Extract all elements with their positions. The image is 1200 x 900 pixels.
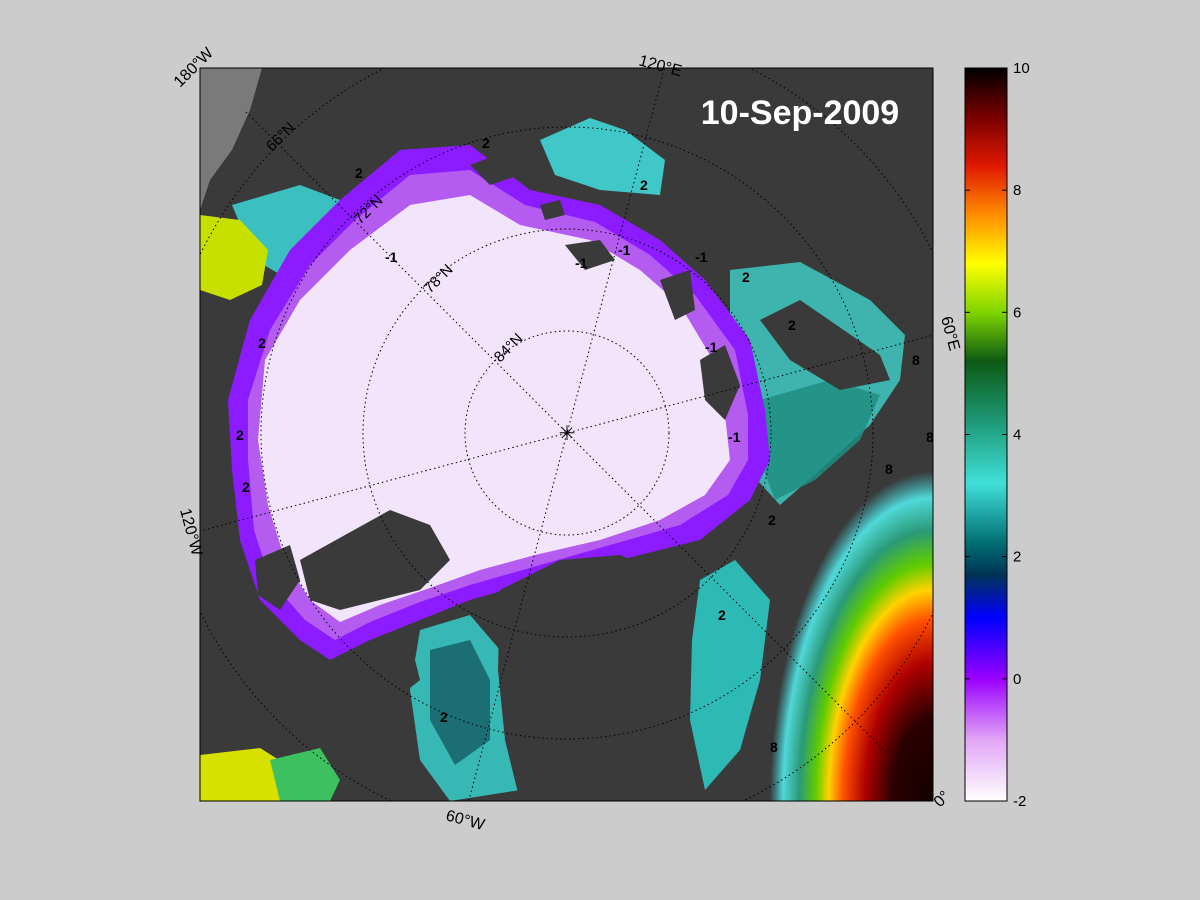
lon-label-0: 0°: [931, 788, 954, 811]
central-ice-region: [258, 195, 730, 622]
parallel-72n: [260, 126, 874, 740]
siberian-shelf-water: [540, 118, 665, 195]
greenland-landmass: [498, 555, 690, 801]
graticule: [200, 68, 933, 801]
map-frame: [199, 67, 934, 802]
contour-label: -1: [695, 249, 708, 265]
contour-label: 2: [236, 427, 244, 443]
parallel-78n: [362, 228, 772, 638]
contour-label: 2: [242, 479, 250, 495]
svalbard-islands: [660, 270, 740, 420]
meridian-180-0: [245, 111, 889, 755]
colorbar-tick-label: -2: [1013, 793, 1026, 810]
colorbar-tick-label: 10: [1013, 60, 1030, 77]
contour-label: 2: [640, 177, 648, 193]
map-panel: [200, 68, 933, 801]
greenland-sea-water: [690, 560, 770, 790]
contour-label: 2: [718, 607, 726, 623]
hudson-green: [270, 748, 340, 801]
no-data-region: [200, 68, 262, 210]
pole-marker: ✳: [559, 423, 576, 445]
contour-label: 2: [440, 709, 448, 725]
contour-label: 8: [885, 461, 893, 477]
colorbar-tick-label: 2: [1013, 549, 1021, 566]
contour-label: -1: [618, 242, 631, 258]
contour-label: -1: [705, 339, 718, 355]
colorbar-tick-label: 0: [1013, 671, 1021, 688]
contour-label: 8: [912, 352, 920, 368]
lon-label-60w: 60°W: [444, 807, 487, 834]
canadian-archipelago: [300, 510, 450, 610]
contour-label: -1: [385, 249, 398, 265]
colorbar-tick-label: 8: [1013, 182, 1021, 199]
contour-labels: -1 -1 -1 -1 -1 -1 2 2 2 2 2 2 2 2 2 2 2 8 8 8 8: [236, 135, 934, 755]
archipelago-islands: [220, 545, 420, 700]
contour-label: 2: [742, 269, 750, 285]
contour-label: 8: [926, 429, 934, 445]
barents-teal-band: [760, 380, 880, 500]
colorbar-ticks: 10 8 6 4 2 0 -2: [965, 60, 1030, 810]
colorbar-tick-label: 6: [1013, 304, 1021, 321]
contour-label: -1: [728, 429, 741, 445]
baffin-inner: [430, 640, 490, 765]
contour-label: 2: [482, 135, 490, 151]
contour-label: 2: [788, 317, 796, 333]
contour-label: 2: [768, 512, 776, 528]
contour-label: -1: [575, 255, 588, 271]
lon-label-60e: 60°E: [937, 315, 962, 353]
colorbar-tick-label: 4: [1013, 427, 1021, 444]
date-label: 10-Sep-2009: [701, 94, 899, 132]
parallel-84n: [464, 330, 670, 536]
colorbar-gradient: [964, 67, 1008, 802]
colorbar: 10 8 6 4 2 0 -2: [964, 60, 1030, 810]
novaya-zemlya: [760, 300, 890, 390]
bering-warm-water: [200, 215, 268, 300]
contour-label: 8: [770, 739, 778, 755]
franz-josef-land: [565, 240, 615, 270]
new-siberian-islands: [470, 150, 565, 220]
contour-label: 2: [258, 335, 266, 351]
contour-label: 2: [355, 165, 363, 181]
